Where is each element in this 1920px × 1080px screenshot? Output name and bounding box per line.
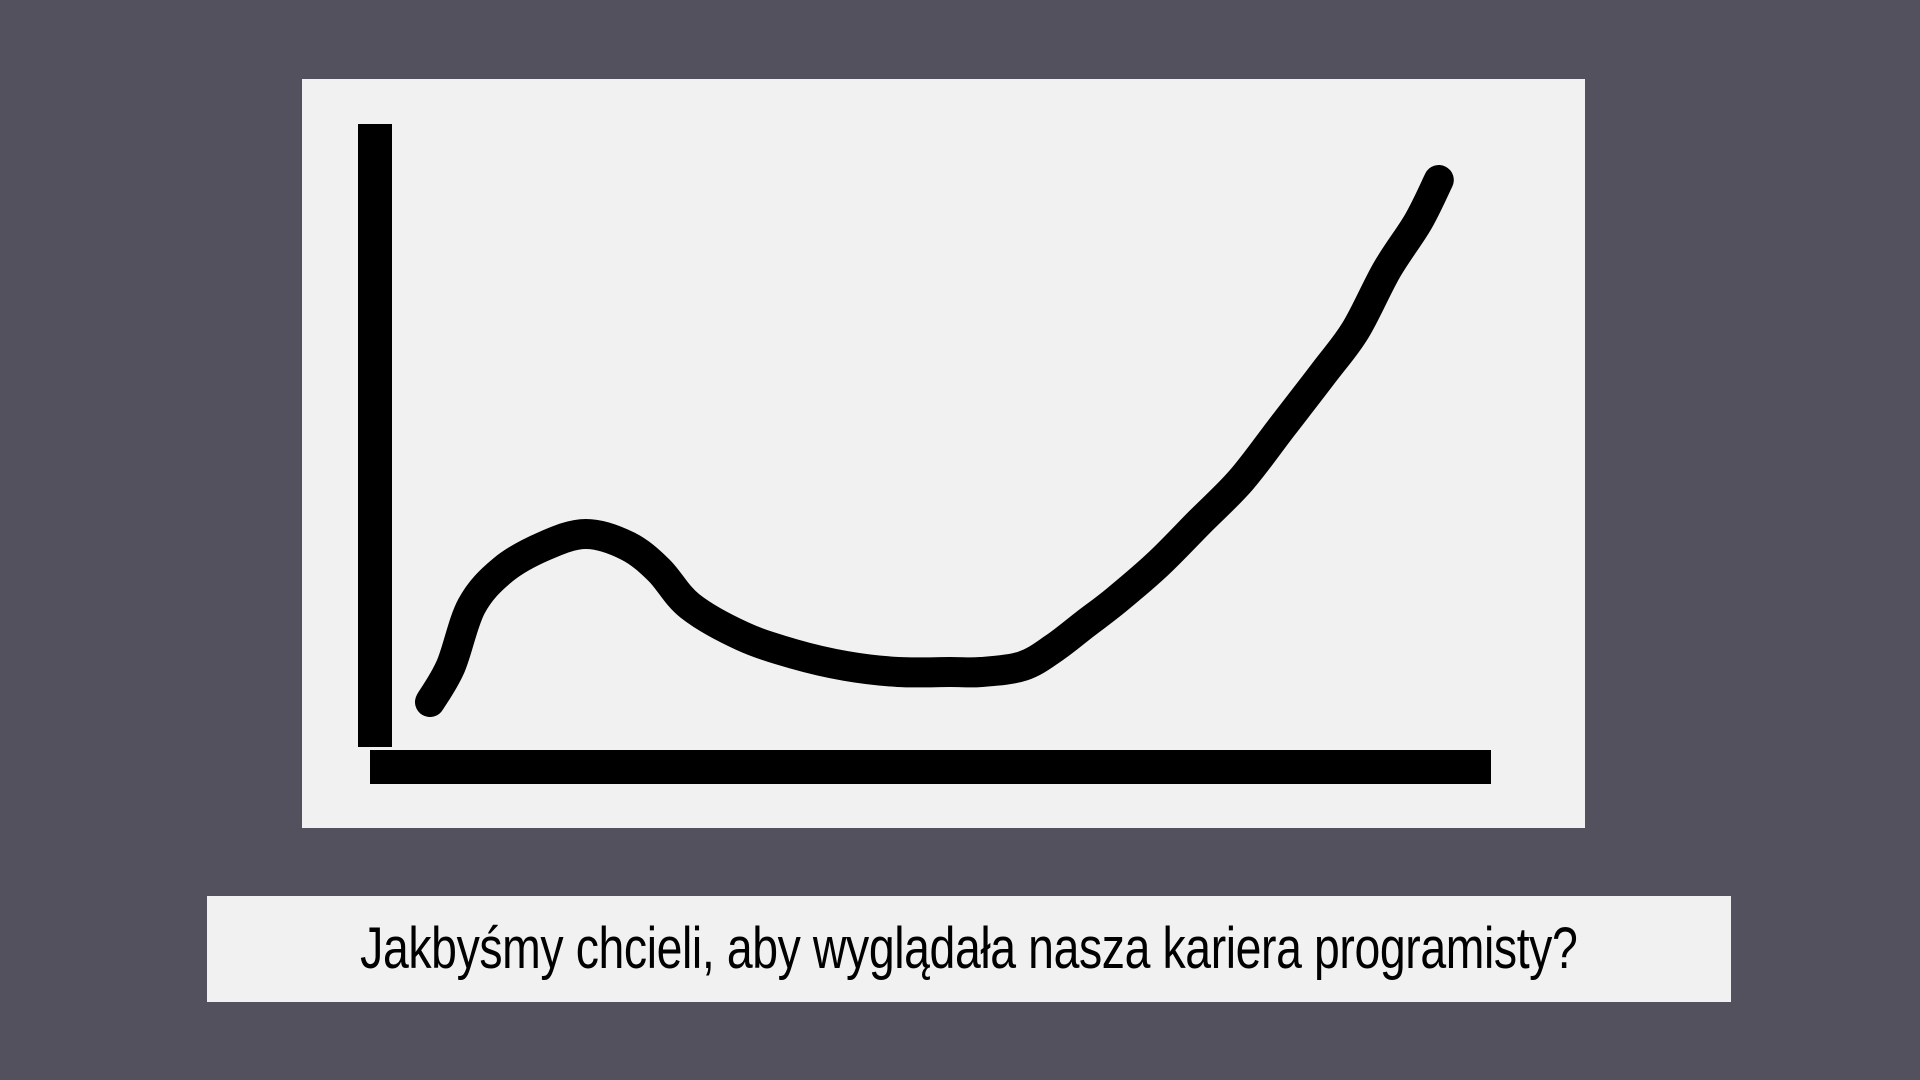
career-curve-line [415,165,1454,717]
y-axis [358,124,392,747]
caption-title: Jakbyśmy chcieli, aby wyglądała nasza ka… [360,916,1578,981]
x-axis [370,750,1491,784]
caption-box: Jakbyśmy chcieli, aby wyglądała nasza ka… [207,896,1731,1002]
chart-panel [302,79,1585,828]
